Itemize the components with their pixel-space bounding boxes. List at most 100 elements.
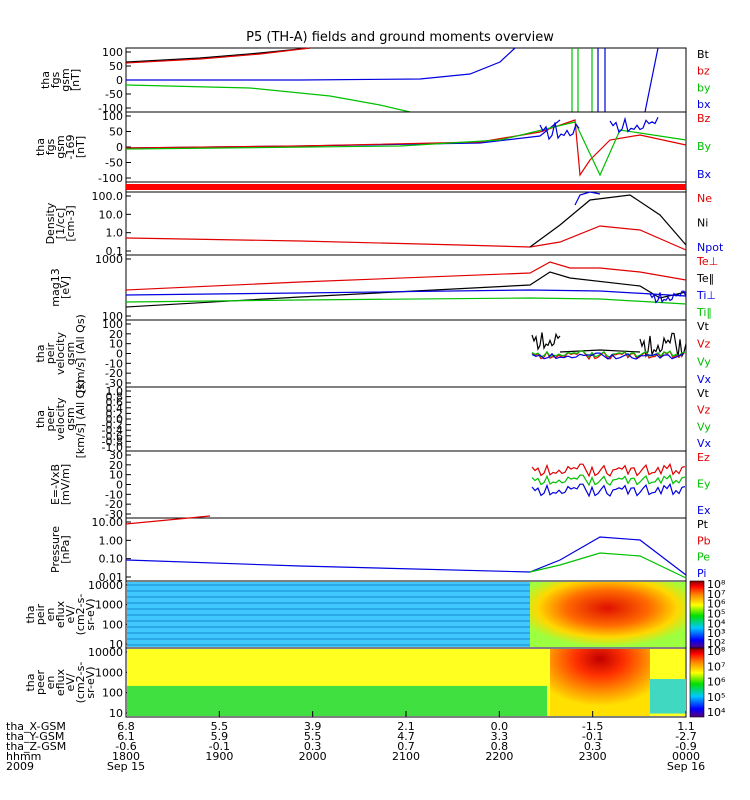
legend-entry: Ez: [697, 451, 710, 464]
y-tick-label: -30: [105, 508, 123, 521]
y-tick-label: 0.0: [106, 413, 124, 426]
series-by: [125, 84, 411, 113]
ephemeris-value: 0000: [672, 750, 700, 763]
ephemeris-value: 1.1: [677, 720, 695, 733]
series-Tiperp-noise: [649, 290, 687, 304]
y-tick-label: -10: [105, 488, 123, 501]
legend-entry: Pi: [697, 567, 706, 580]
y-tick-label: -0.2: [102, 419, 123, 432]
series-Bx: [125, 119, 561, 149]
panel-6: 1.00.80.60.40.20.0-0.2-0.4-0.6-0.8-1.0 th…: [34, 380, 712, 459]
y-tick-label: 100: [102, 318, 123, 331]
panel-frame: [125, 191, 687, 256]
ephemeris-value: 6.1: [117, 730, 135, 743]
ephemeris-value: 2000: [299, 750, 327, 763]
legend-entry: Pe: [697, 551, 710, 564]
legend-entry: Bx: [697, 168, 712, 181]
y-tick-label: 100: [102, 110, 123, 123]
y-tick-label: 1.0: [106, 227, 124, 240]
y-label-line: [km/s] (All Qs): [74, 314, 87, 393]
colorbar: [689, 580, 705, 649]
series-bx: [126, 47, 516, 81]
ephemeris-value: 5.5: [211, 720, 229, 733]
legend-entry: Vx: [697, 373, 712, 386]
figure-title: P5 (TH-A) fields and ground moments over…: [246, 30, 554, 45]
ephemeris-value: -0.6: [115, 740, 136, 753]
y-tick-label: 0.10: [99, 553, 124, 566]
colorbar-label: 10⁵: [707, 691, 725, 704]
spectrogram-event: [530, 582, 685, 647]
colorbar-label: 10⁷: [707, 660, 725, 673]
y-tick-label: 10: [109, 338, 123, 351]
y-tick-label: 30: [109, 449, 123, 462]
y-label-line: gsm: [64, 407, 77, 430]
ephemeris-value: 3.3: [491, 730, 509, 743]
colorbar-label: 10⁸: [707, 645, 726, 658]
y-label-line: mag13: [49, 268, 62, 306]
series-Tipar: [125, 297, 687, 305]
y-tick-label: 0: [116, 141, 123, 154]
y-label-line: tha: [24, 673, 37, 691]
y-tick-label: 100: [102, 46, 123, 59]
panel-frame: [125, 450, 687, 519]
series-Vt-noise: [639, 332, 687, 359]
y-axis-label: E=-VxB[mV/m]: [49, 464, 72, 505]
y-label-line: [mV/m]: [59, 464, 72, 505]
y-tick-label: 0: [116, 74, 123, 87]
y-tick-label: -0.8: [102, 435, 123, 448]
y-tick-label: -10: [105, 357, 123, 370]
spectrogram-tail: [650, 679, 686, 714]
legend-entry: Bz: [697, 112, 711, 125]
ephemeris-label: tha_X-GSM: [6, 720, 66, 733]
colorbar-label: 10⁷: [707, 588, 725, 601]
y-tick-label: 0.4: [106, 402, 124, 415]
y-label-line: [nPa]: [59, 535, 72, 563]
series-Ne: [125, 225, 687, 251]
legend-entry: Vt: [697, 320, 710, 333]
y-label-line: [eV]: [59, 276, 72, 299]
y-tick-label: 0.01: [99, 571, 124, 584]
ephemeris-value: 4.7: [397, 730, 415, 743]
y-tick-label: 1.00: [99, 534, 124, 547]
ephemeris-value: 0.3: [304, 740, 322, 753]
ephemeris-value: 2.1: [397, 720, 415, 733]
y-label-line: fgs: [44, 138, 57, 155]
series-Pi: [125, 536, 687, 576]
ephemeris-value: 2200: [485, 750, 513, 763]
y-tick-label: 50: [109, 60, 123, 73]
ephemeris-value: -0.9: [675, 740, 696, 753]
series-Vy: [531, 350, 686, 358]
ephemeris-value: 3.9: [304, 720, 322, 733]
panel-10: 10000 1000 100 10 thapeerenefluxeV/(cm2-s-sr…: [24, 646, 687, 720]
y-axis-label: Density[1/cc][cm-3]: [44, 202, 77, 244]
legend-entry: Te⊥: [696, 255, 718, 268]
y-tick-label: 0.2: [106, 407, 124, 420]
series-Tiperp: [125, 289, 687, 297]
y-label-line: en: [44, 608, 57, 622]
legend-entry: bz: [697, 65, 710, 78]
series-Teperp: [125, 261, 687, 291]
y-axis-label: Pressure[nPa]: [49, 526, 72, 573]
spectrogram-event: [550, 649, 650, 716]
legend-entry: Ne: [697, 192, 712, 205]
series-Ey: [531, 474, 686, 487]
series-Bz: [125, 119, 687, 177]
flag-bar: [126, 184, 686, 190]
y-label-line: velocity: [54, 397, 67, 440]
y-tick-label: 20: [109, 459, 123, 472]
y-tick-label: -100: [98, 172, 123, 185]
ephemeris-value: Sep 15: [107, 760, 145, 773]
colorbar-label: 10⁵: [707, 608, 725, 621]
y-label-line: eV/: [64, 605, 77, 623]
series-Tepar: [125, 271, 687, 308]
ephemeris-value: -0.1: [209, 740, 230, 753]
series-Bx-noise: [609, 116, 659, 134]
panel-5: 10020100-10-20-30thapeirvelocitygsm[km/s…: [34, 314, 712, 393]
legend-entry: Ti⊥: [696, 289, 716, 302]
y-tick-label: -50: [105, 157, 123, 170]
legend-entry: Ex: [697, 504, 711, 517]
